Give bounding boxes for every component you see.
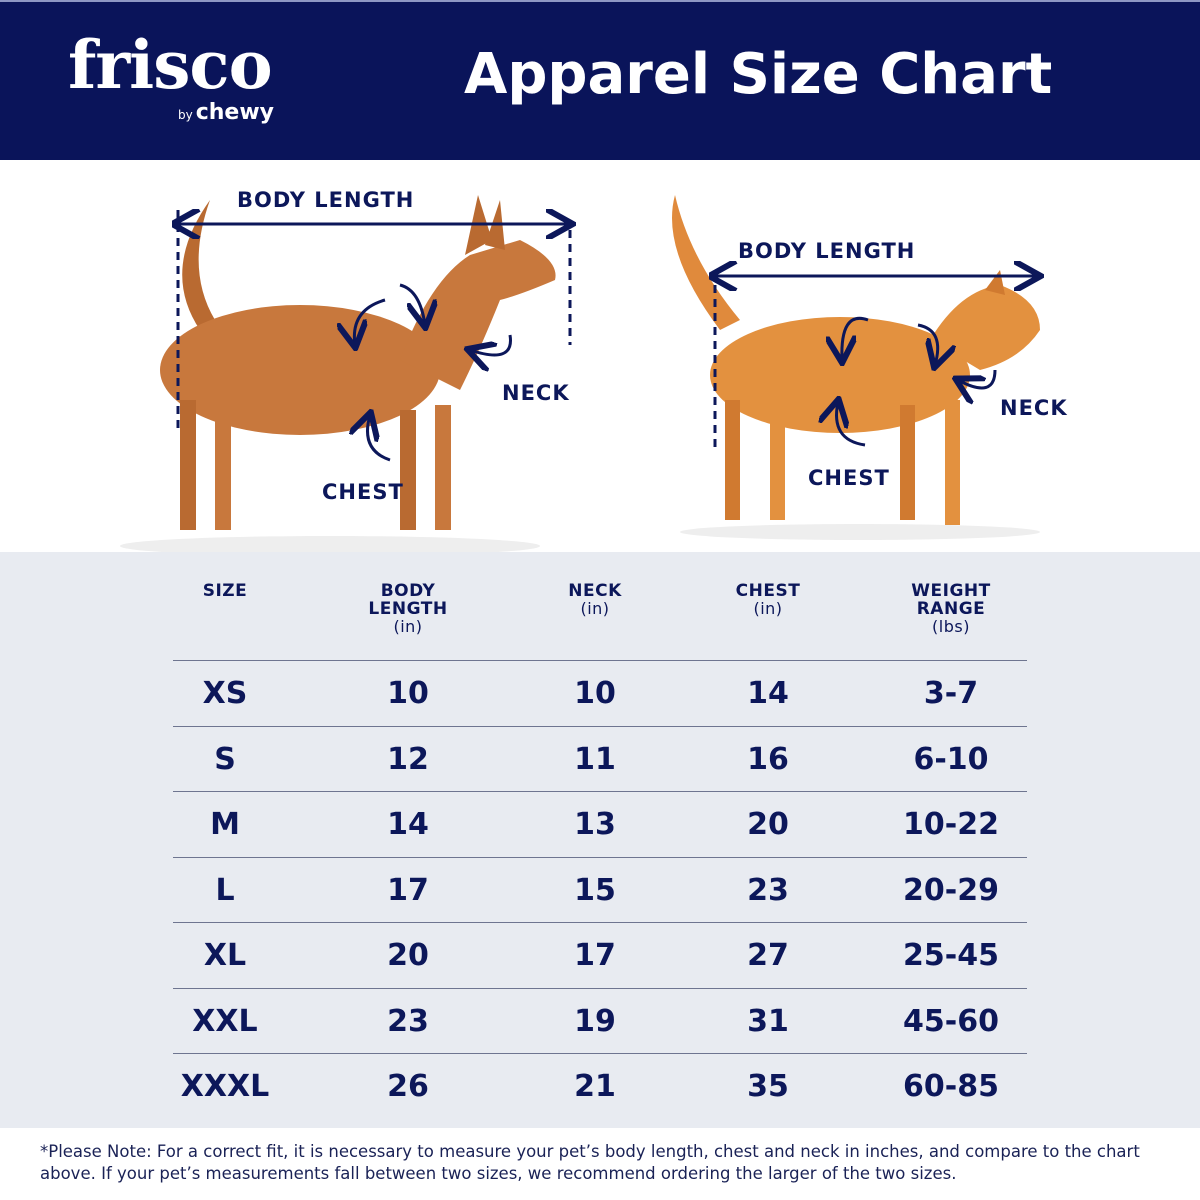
table-cell-size: L — [215, 872, 235, 908]
row-divider — [173, 1053, 1027, 1054]
logo-chewy: chewy — [195, 100, 275, 125]
header-banner: frisco by chewy Apparel Size Chart — [0, 0, 1200, 160]
size-table: SIZE BODY LENGTH (in) NECK (in) CHEST (in) WEIG… — [0, 552, 1200, 1128]
cat-neck-label: NECK — [1000, 396, 1068, 420]
table-cell-chest: 14 — [747, 676, 789, 711]
row-divider — [173, 791, 1027, 792]
logo-wordmark: frisco — [68, 26, 273, 104]
dog-chest-label: CHEST — [322, 480, 404, 504]
frisco-logo: frisco by chewy — [68, 26, 274, 125]
table-cell-neck: 17 — [574, 938, 616, 973]
table-cell-size: M — [210, 807, 240, 842]
column-header-label: CHEST — [735, 581, 801, 601]
table-cell-weight-range: 45-60 — [903, 1003, 999, 1039]
column-header-unit: (in) — [393, 617, 423, 636]
table-cell-chest: 23 — [747, 872, 789, 908]
table-cell-size: XXXL — [180, 1069, 270, 1104]
table-cell-neck: 11 — [574, 741, 616, 777]
table-cell-neck: 19 — [574, 1003, 616, 1039]
table-cell-neck: 13 — [574, 807, 616, 842]
row-divider — [173, 922, 1027, 923]
measurement-diagram: BODY LENGTH NECK CHEST BODY LENGTH NECK … — [0, 160, 1200, 552]
cat-body-length-label: BODY LENGTH — [738, 239, 916, 263]
table-cell-weight-range: 25-45 — [903, 938, 999, 973]
table-cell-body-length: 23 — [387, 1003, 429, 1039]
row-divider — [173, 725, 1027, 727]
dog-neck-label: NECK — [502, 381, 570, 405]
column-header-label: BODY LENGTH — [368, 581, 448, 619]
table-cell-body-length: 20 — [387, 938, 429, 973]
table-cell-size: XL — [203, 938, 247, 973]
column-header-size: SIZE — [145, 582, 305, 600]
table-cell-body-length: 14 — [387, 807, 429, 842]
row-divider — [173, 660, 1027, 661]
pet-illustrations — [120, 195, 1200, 552]
table-cell-chest: 35 — [747, 1069, 789, 1104]
cat-chest-label: CHEST — [808, 466, 890, 490]
table-cell-weight-range: 20-29 — [903, 872, 999, 908]
dog-image — [120, 195, 570, 552]
column-header-weight-range: WEIGHT RANGE (lbs) — [871, 582, 1031, 636]
column-header-unit: (in) — [580, 599, 610, 618]
dog-body-length-label: BODY LENGTH — [237, 188, 415, 212]
table-cell-neck: 10 — [574, 676, 616, 711]
column-header-label: NECK — [568, 581, 622, 601]
column-header-label: WEIGHT RANGE — [911, 581, 991, 619]
fit-note: *Please Note: For a correct fit, it is n… — [40, 1142, 1140, 1183]
table-cell-neck: 21 — [574, 1069, 616, 1104]
table-cell-chest: 20 — [747, 807, 789, 842]
page-title: Apparel Size Chart — [464, 42, 1053, 107]
table-cell-body-length: 10 — [387, 676, 429, 711]
column-header-unit: (lbs) — [932, 617, 970, 636]
column-header-label: SIZE — [202, 581, 248, 601]
table-cell-body-length: 12 — [387, 741, 429, 777]
column-header-unit: (in) — [753, 599, 783, 618]
column-header-neck: NECK (in) — [515, 582, 675, 618]
table-cell-weight-range: 60-85 — [903, 1069, 999, 1104]
table-cell-weight-range: 10-22 — [903, 807, 999, 842]
table-cell-chest: 31 — [747, 1003, 789, 1039]
logo-by: by — [178, 108, 193, 122]
table-cell-weight-range: 6-10 — [913, 741, 989, 777]
column-header-chest: CHEST (in) — [688, 582, 848, 618]
table-cell-chest: 16 — [747, 741, 789, 777]
table-cell-chest: 27 — [747, 938, 789, 973]
cat-image — [672, 195, 1040, 540]
table-cell-size: S — [214, 741, 236, 777]
table-cell-neck: 15 — [574, 872, 616, 908]
table-cell-size: XS — [202, 676, 248, 711]
row-divider — [173, 856, 1027, 858]
column-header-body-length: BODY LENGTH (in) — [328, 582, 488, 636]
table-cell-body-length: 17 — [387, 872, 429, 908]
table-cell-weight-range: 3-7 — [923, 676, 979, 711]
row-divider — [173, 987, 1027, 989]
logo-byline: by chewy — [178, 100, 274, 125]
table-cell-body-length: 26 — [387, 1069, 429, 1104]
table-cell-size: XXL — [192, 1003, 258, 1039]
